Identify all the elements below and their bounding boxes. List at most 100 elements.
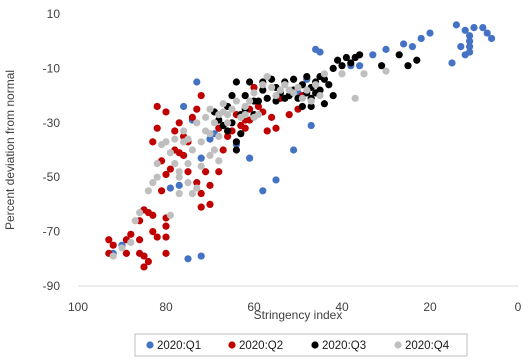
x-axis-title: Stringency index [254,308,343,322]
data-point [417,34,425,43]
data-point [488,34,496,43]
data-point [448,59,456,67]
data-point [144,187,152,195]
data-point [206,130,214,138]
data-point [320,75,328,83]
y-tick-label: 10 [47,7,61,21]
data-point [224,132,232,140]
data-point [461,51,469,59]
data-point [334,56,342,64]
data-point [307,121,315,130]
data-point [246,78,254,86]
data-point [149,179,157,187]
data-point [232,78,240,86]
data-point [254,102,262,111]
data-point [360,70,368,78]
legend-marker [146,341,154,349]
x-tick-label: 80 [159,300,173,314]
y-axis-ticks: 10 -10 -30 -50 -70 -90 [43,7,61,293]
data-point [281,94,289,102]
data-point [356,51,364,59]
data-point [347,59,355,67]
data-point [206,181,214,189]
data-point [241,102,249,111]
data-point [158,187,166,195]
data-point [320,70,328,78]
data-point [149,138,157,146]
data-point [197,154,205,162]
data-point [153,233,161,241]
legend-label: 2020:Q2 [239,340,283,352]
data-point [162,138,170,146]
data-point [206,151,214,160]
data-point [378,62,386,70]
data-point [162,108,170,116]
data-point [215,168,223,176]
x-tick-label: 20 [423,300,437,314]
data-point [188,189,196,198]
data-point [122,249,130,257]
data-point [184,135,192,143]
y-tick-label: -50 [43,170,61,184]
data-point [162,233,170,241]
data-point [268,113,276,121]
data-point [298,94,306,102]
data-point [276,86,284,94]
data-point [166,184,174,192]
data-point [166,149,174,157]
data-point [197,92,205,100]
data-point [329,92,337,100]
data-point [369,51,377,59]
legend: 2020:Q1 2020:Q2 2020:Q3 2020:Q4 [134,333,468,357]
data-point [382,67,390,75]
data-point [272,92,280,100]
data-point [193,105,201,113]
data-point [241,92,249,100]
y-tick-label: -30 [43,116,61,130]
data-point [219,100,227,108]
data-point [479,24,487,32]
data-point [149,211,157,219]
data-point [219,146,227,154]
data-point [246,97,254,105]
data-point [408,43,416,51]
data-point [184,255,192,263]
data-point [254,97,262,105]
data-point [382,45,390,53]
data-point [413,56,421,64]
data-point [197,203,205,211]
data-point [351,94,359,102]
data-point [153,102,161,111]
data-point [263,94,271,102]
data-point [241,124,249,132]
x-tick-label: 60 [247,300,261,314]
data-point [197,252,205,260]
data-point [197,162,205,170]
data-point [131,217,139,225]
data-point [250,83,258,92]
data-point [259,86,267,94]
data-point [228,92,236,100]
data-point [329,64,337,72]
x-axis-ticks: 100 80 60 40 20 0 [68,300,522,314]
data-point [202,168,210,176]
data-point [400,40,408,48]
data-point [426,29,434,37]
legend-marker [311,341,319,349]
data-point [294,83,302,92]
data-point [171,160,179,168]
data-point [219,108,227,116]
data-point [210,119,218,127]
data-point [206,135,214,143]
data-point [466,37,474,45]
data-point [246,154,254,162]
data-point [118,244,126,252]
data-point [312,45,320,53]
legend-box [134,333,468,357]
data-points [105,21,496,271]
data-point [215,157,223,165]
data-point [224,127,232,135]
data-point [232,97,240,105]
data-point [166,211,174,219]
x-tick-label: 0 [515,300,522,314]
